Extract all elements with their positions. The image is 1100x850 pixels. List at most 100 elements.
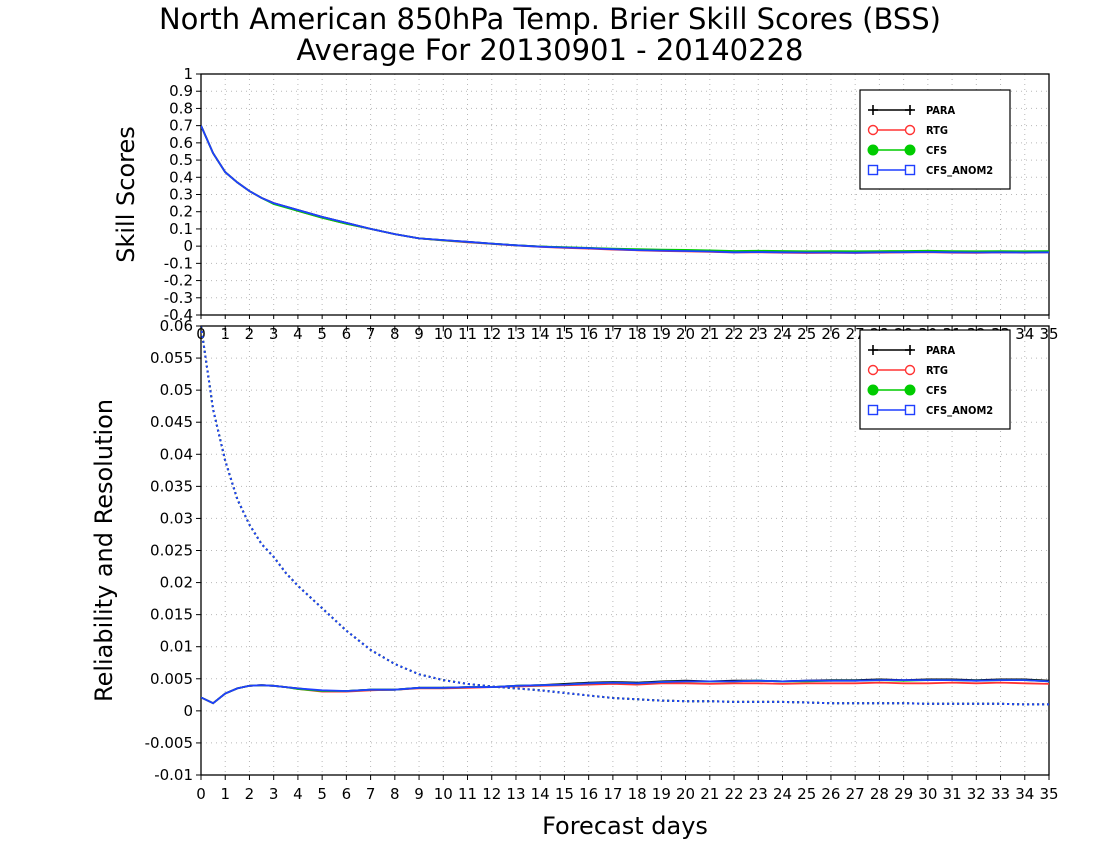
x-tick-label: 3 [269,325,279,343]
x-tick-label: 14 [531,785,550,803]
grid-top [201,74,1049,315]
legend-label: RTG [926,124,948,137]
y-tick-label: -0.3 [164,289,193,307]
x-tick-label: 3 [269,785,279,803]
y-tick-label: 0.4 [169,168,193,186]
x-tick-label: 33 [991,785,1010,803]
x-tick-label: 24 [773,325,792,343]
x-tick-label: 16 [579,325,598,343]
y-tick-label: 0.7 [169,117,193,135]
x-tick-label: 4 [293,785,303,803]
x-tick-label: 22 [724,325,743,343]
series-group-top [201,125,1049,254]
legend-marker [904,124,916,136]
x-tick-label: 2 [245,325,255,343]
legend-marker [867,124,879,136]
y-tick-label: -0.4 [164,306,193,324]
y-tick-label: 0.6 [169,134,193,152]
y-tick-label: 0.03 [160,509,193,527]
legend-label: CFS_ANOM2 [926,164,993,177]
x-tick-label: 5 [317,325,327,343]
y-tick-label: 0.025 [150,542,193,560]
y-axis-label-top: Skill Scores [112,126,140,263]
y-tick-label: 0.8 [169,99,193,117]
x-tick-label: 29 [894,785,913,803]
x-tick-label: 27 [846,785,865,803]
legend-label: RTG [926,364,948,377]
x-tick-label: 26 [821,325,840,343]
x-tick-label: 23 [749,325,768,343]
y-tick-label: 0.045 [150,413,193,431]
legend-bottom: PARA RTG CFS CFS_ANOM2 [859,329,1011,430]
x-tick-label: 11 [458,325,477,343]
legend-label: PARA [926,104,956,117]
x-tick-label: 25 [797,785,816,803]
legend-marker [867,164,879,176]
x-tick-label: 14 [531,325,550,343]
x-axis-label: Forecast days [542,812,708,840]
y-tick-label: 0.005 [150,670,193,688]
y-tick-label: 0.1 [169,220,193,238]
x-tick-label: 16 [579,785,598,803]
legend-marker [904,364,916,376]
x-tick-label: 8 [390,785,400,803]
series-line-CFS_ANOM2 [201,125,1049,254]
y-tick-label: 0 [183,237,193,255]
x-tick-label: 17 [603,325,622,343]
y-tick-label: 0.04 [160,445,193,463]
y-tick-label: -0.01 [154,766,193,784]
x-tick-label: 12 [482,785,501,803]
y-tick-label: 0.2 [169,203,193,221]
y-tick-label: 0.02 [160,574,193,592]
x-tick-label: 7 [366,785,376,803]
y-tick-label: 0.9 [169,82,193,100]
y-axis-label-bottom: Reliability and Resolution [90,399,118,702]
x-tick-label: 9 [414,785,424,803]
y-tick-label: 0.015 [150,606,193,624]
x-tick-label: 13 [506,785,525,803]
y-tick-label: 0.06 [160,317,193,335]
top-x-tick-labels [200,326,1050,331]
x-tick-label: 15 [555,325,574,343]
x-tick-label: 26 [821,785,840,803]
x-tick-label: 20 [676,785,695,803]
series-reliability-RTG [201,681,1049,705]
x-tick-label: 0 [196,785,206,803]
legend-label: PARA [926,344,956,357]
x-tick-label: 32 [967,785,986,803]
x-tick-label: 19 [652,325,671,343]
panel-bottom: 0.060.0550.050.0450.040.0350.030.0250.02… [90,317,1059,803]
y-tick-label: 0.01 [160,638,193,656]
y-tick-label: 0.055 [150,349,193,367]
x-tick-label: 34 [1015,325,1034,343]
y-tick-label: 0.5 [169,151,193,169]
y-tick-label: -0.1 [164,254,193,272]
x-tick-label: 18 [628,325,647,343]
x-tick-label: 20 [676,325,695,343]
legend-marker [904,384,916,396]
legend-box [859,329,1011,430]
x-tick-label: 21 [700,325,719,343]
legend-marker [867,144,879,156]
legend-marker [867,364,879,376]
legend-marker [867,404,879,416]
legend-marker [904,164,916,176]
y-tick-label: 0 [183,702,193,720]
legend-label: CFS_ANOM2 [926,404,993,417]
y-tick-label: -0.2 [164,272,193,290]
x-tick-label: 15 [555,785,574,803]
x-tick-label: 1 [220,785,230,803]
x-tick-label: 4 [293,325,303,343]
x-tick-label: 2 [245,785,255,803]
x-tick-label: 23 [749,785,768,803]
x-tick-label: 1 [220,325,230,343]
x-tick-label: 17 [603,785,622,803]
x-tick-label: 12 [482,325,501,343]
x-tick-label: 25 [797,325,816,343]
legend-label: CFS [926,144,947,157]
panel-top: 10.90.80.70.60.50.40.30.20.10-0.1-0.2-0.… [112,65,1059,343]
y-tick-label: 0.05 [160,381,193,399]
legend-marker [904,144,916,156]
y-tick-label: -0.005 [145,734,193,752]
legend-box [859,89,1011,190]
